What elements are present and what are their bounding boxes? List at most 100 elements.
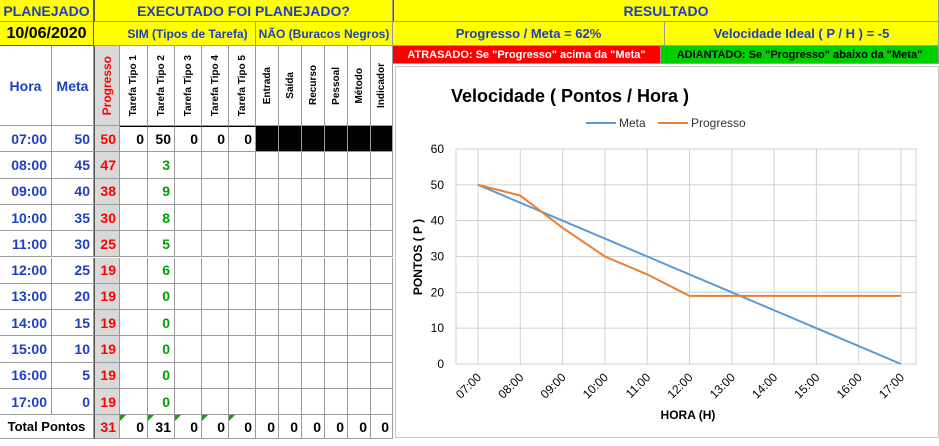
buraco-cell[interactable] — [279, 310, 302, 337]
total-tarefa-cell[interactable]: 0 — [120, 415, 148, 439]
buraco-cell[interactable] — [348, 204, 371, 232]
total-buraco-cell[interactable]: 0 — [302, 415, 325, 439]
tarefa-cell[interactable] — [120, 178, 148, 205]
tarefa-cell[interactable] — [175, 310, 202, 337]
tarefa-cell[interactable] — [229, 204, 256, 232]
progresso-cell[interactable]: 19 — [94, 362, 120, 389]
meta-cell[interactable]: 25 — [52, 257, 94, 284]
meta-cell[interactable]: 50 — [52, 126, 94, 153]
total-buraco-cell[interactable]: 0 — [256, 415, 279, 439]
meta-cell[interactable]: 0 — [52, 389, 94, 416]
tarefa-cell[interactable] — [229, 336, 256, 363]
tarefa-cell[interactable] — [229, 257, 256, 284]
buraco-cell[interactable] — [279, 283, 302, 311]
buraco-cell[interactable] — [371, 336, 393, 363]
hora-cell[interactable]: 17:00 — [0, 389, 52, 416]
buraco-cell[interactable] — [325, 204, 348, 232]
buraco-cell[interactable] — [302, 310, 325, 337]
buraco-cell[interactable] — [302, 178, 325, 205]
tarefa-cell[interactable]: 0 — [148, 389, 175, 416]
tarefa-cell[interactable] — [229, 231, 256, 258]
buraco-cell[interactable] — [325, 231, 348, 258]
hora-cell[interactable]: 12:00 — [0, 257, 52, 284]
tarefa-cell[interactable] — [202, 283, 229, 311]
buraco-cell[interactable] — [279, 204, 302, 232]
tarefa-cell[interactable] — [202, 310, 229, 337]
progresso-cell[interactable]: 25 — [94, 231, 120, 258]
buraco-cell[interactable] — [348, 336, 371, 363]
meta-cell[interactable]: 40 — [52, 178, 94, 205]
date-cell[interactable]: 10/06/2020 — [0, 22, 94, 46]
buraco-cell[interactable] — [302, 389, 325, 416]
tarefa-cell[interactable] — [202, 389, 229, 416]
hora-cell[interactable]: 10:00 — [0, 204, 52, 232]
buraco-cell[interactable] — [371, 310, 393, 337]
progresso-cell[interactable]: 38 — [94, 178, 120, 205]
tarefa-cell[interactable] — [120, 310, 148, 337]
hora-cell[interactable]: 16:00 — [0, 362, 52, 389]
tarefa-cell[interactable]: 0 — [148, 283, 175, 311]
hora-cell[interactable]: 07:00 — [0, 126, 52, 153]
buraco-cell[interactable] — [325, 389, 348, 416]
buraco-cell[interactable] — [279, 389, 302, 416]
buraco-cell[interactable] — [348, 231, 371, 258]
buraco-cell[interactable] — [256, 310, 279, 337]
buraco-cell[interactable] — [302, 152, 325, 179]
buraco-cell[interactable] — [348, 310, 371, 337]
buraco-cell[interactable] — [325, 362, 348, 389]
tarefa-cell[interactable]: 0 — [202, 126, 229, 153]
tarefa-cell[interactable]: 0 — [175, 126, 202, 153]
hora-cell[interactable]: 15:00 — [0, 336, 52, 363]
buraco-cell[interactable] — [302, 336, 325, 363]
buraco-cell[interactable] — [279, 152, 302, 179]
tarefa-cell[interactable] — [175, 362, 202, 389]
tarefa-cell[interactable] — [120, 389, 148, 416]
tarefa-cell[interactable] — [202, 231, 229, 258]
total-tarefa-cell[interactable]: 31 — [148, 415, 175, 439]
buraco-cell[interactable] — [256, 204, 279, 232]
buraco-cell[interactable] — [279, 178, 302, 205]
buraco-cell[interactable] — [371, 389, 393, 416]
buraco-cell[interactable] — [371, 257, 393, 284]
tarefa-cell[interactable] — [229, 178, 256, 205]
buraco-cell[interactable] — [256, 362, 279, 389]
hora-cell[interactable]: 09:00 — [0, 178, 52, 205]
hora-cell[interactable]: 08:00 — [0, 152, 52, 179]
buraco-cell[interactable] — [371, 152, 393, 179]
meta-cell[interactable]: 35 — [52, 204, 94, 232]
buraco-cell[interactable] — [279, 336, 302, 363]
buraco-cell[interactable] — [348, 283, 371, 311]
tarefa-cell[interactable] — [175, 336, 202, 363]
buraco-cell[interactable] — [348, 152, 371, 179]
tarefa-cell[interactable]: 0 — [148, 310, 175, 337]
meta-cell[interactable]: 30 — [52, 231, 94, 258]
buraco-cell[interactable] — [348, 389, 371, 416]
total-buraco-cell[interactable]: 0 — [348, 415, 371, 439]
buraco-cell[interactable] — [256, 231, 279, 258]
buraco-cell[interactable] — [256, 152, 279, 179]
tarefa-cell[interactable] — [120, 257, 148, 284]
buraco-cell[interactable] — [371, 362, 393, 389]
tarefa-cell[interactable]: 0 — [148, 362, 175, 389]
tarefa-cell[interactable] — [229, 152, 256, 179]
total-tarefa-cell[interactable]: 0 — [202, 415, 229, 439]
tarefa-cell[interactable] — [229, 362, 256, 389]
tarefa-cell[interactable] — [120, 283, 148, 311]
tarefa-cell[interactable]: 0 — [120, 126, 148, 153]
tarefa-cell[interactable] — [202, 362, 229, 389]
buraco-cell[interactable] — [348, 178, 371, 205]
tarefa-cell[interactable] — [175, 231, 202, 258]
progresso-cell[interactable]: 47 — [94, 152, 120, 179]
progresso-cell[interactable]: 50 — [94, 126, 120, 153]
meta-cell[interactable]: 15 — [52, 310, 94, 337]
tarefa-cell[interactable] — [175, 283, 202, 311]
tarefa-cell[interactable] — [175, 178, 202, 205]
buraco-cell[interactable] — [325, 310, 348, 337]
buraco-cell[interactable] — [348, 362, 371, 389]
buraco-cell[interactable] — [256, 389, 279, 416]
tarefa-cell[interactable]: 5 — [148, 231, 175, 258]
buraco-cell[interactable] — [256, 336, 279, 363]
buraco-cell[interactable] — [279, 126, 302, 153]
buraco-cell[interactable] — [371, 178, 393, 205]
buraco-cell[interactable] — [325, 336, 348, 363]
